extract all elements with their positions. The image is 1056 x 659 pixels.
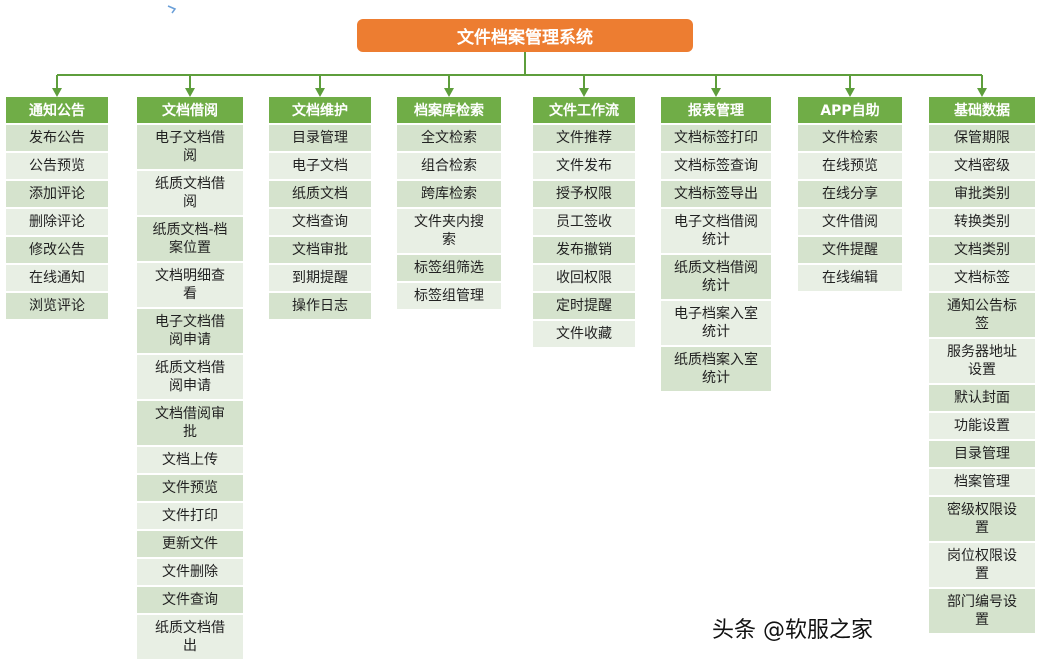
module-column: 文档维护 目录管理 电子文档 纸质文档 文档查询 文档审批 到期提醒 操作日志 [269,97,371,319]
module-column: 通知公告 发布公告 公告预览 添加评论 删除评论 修改公告 在线通知 浏览评论 [6,97,108,319]
feature-item[interactable]: 文件推荐 [533,125,635,151]
feature-item[interactable]: 文件打印 [137,503,243,529]
feature-item[interactable]: 浏览评论 [6,293,108,319]
feature-item[interactable]: 到期提醒 [269,265,371,291]
feature-item[interactable]: 目录管理 [269,125,371,151]
feature-item[interactable]: 纸质文档借阅统计 [661,255,771,299]
feature-item[interactable]: 文件发布 [533,153,635,179]
feature-item[interactable]: 通知公告标签 [929,293,1035,337]
feature-item[interactable]: 在线分享 [798,181,902,207]
feature-item[interactable]: 文档标签打印 [661,125,771,151]
arrow-down-icon [444,88,454,97]
arrow-down-icon [845,88,855,97]
module-header[interactable]: 档案库检索 [397,97,501,123]
feature-item[interactable]: 文件预览 [137,475,243,501]
feature-item[interactable]: 文档借阅审批 [137,401,243,445]
module-header[interactable]: 文件工作流 [533,97,635,123]
arrow-down-icon [711,88,721,97]
feature-item[interactable]: 文档明细查看 [137,263,243,307]
module-header[interactable]: 通知公告 [6,97,108,123]
feature-item[interactable]: 电子文档借阅申请 [137,309,243,353]
feature-item[interactable]: 标签组筛选 [397,255,501,281]
arrow-down-icon [579,88,589,97]
feature-item[interactable]: 文档审批 [269,237,371,263]
feature-item[interactable]: 文档上传 [137,447,243,473]
feature-item[interactable]: 文件收藏 [533,321,635,347]
feature-item[interactable]: 审批类别 [929,181,1035,207]
feature-item[interactable]: 纸质文档借出 [137,615,243,659]
feature-item[interactable]: 文档查询 [269,209,371,235]
feature-item[interactable]: 电子档案入室统计 [661,301,771,345]
stray-mark [167,5,177,14]
feature-item[interactable]: 纸质文档借阅 [137,171,243,215]
feature-item[interactable]: 定时提醒 [533,293,635,319]
feature-item[interactable]: 发布公告 [6,125,108,151]
feature-item[interactable]: 部门编号设置 [929,589,1035,633]
feature-item[interactable]: 服务器地址设置 [929,339,1035,383]
feature-item[interactable]: 文件查询 [137,587,243,613]
feature-item[interactable]: 电子文档借阅统计 [661,209,771,253]
module-column: 档案库检索 全文检索 组合检索 跨库检索 文件夹内搜索 标签组筛选 标签组管理 [397,97,501,309]
feature-item[interactable]: 电子文档 [269,153,371,179]
feature-item[interactable]: 文件检索 [798,125,902,151]
feature-item[interactable]: 岗位权限设置 [929,543,1035,587]
module-header[interactable]: APP自助 [798,97,902,123]
module-column: 报表管理 文档标签打印 文档标签查询 文档标签导出 电子文档借阅统计 纸质文档借阅统计 电子… [661,97,771,391]
feature-item[interactable]: 全文检索 [397,125,501,151]
feature-item[interactable]: 文件借阅 [798,209,902,235]
feature-item[interactable]: 文档类别 [929,237,1035,263]
feature-item[interactable]: 在线预览 [798,153,902,179]
feature-item[interactable]: 员工签收 [533,209,635,235]
feature-item[interactable]: 跨库检索 [397,181,501,207]
feature-item[interactable]: 目录管理 [929,441,1035,467]
feature-item[interactable]: 在线编辑 [798,265,902,291]
feature-item[interactable]: 操作日志 [269,293,371,319]
feature-item[interactable]: 添加评论 [6,181,108,207]
feature-item[interactable]: 纸质档案入室统计 [661,347,771,391]
arrow-down-icon [977,88,987,97]
feature-item[interactable]: 纸质文档-档案位置 [137,217,243,261]
arrow-down-icon [315,88,325,97]
module-column: 文件工作流 文件推荐 文件发布 授予权限 员工签收 发布撤销 收回权限 定时提醒 文件收藏 [533,97,635,347]
feature-item[interactable]: 在线通知 [6,265,108,291]
module-header[interactable]: 基础数据 [929,97,1035,123]
feature-item[interactable]: 密级权限设置 [929,497,1035,541]
feature-item[interactable]: 授予权限 [533,181,635,207]
feature-item[interactable]: 文件提醒 [798,237,902,263]
feature-item[interactable]: 标签组管理 [397,283,501,309]
feature-item[interactable]: 收回权限 [533,265,635,291]
feature-item[interactable]: 档案管理 [929,469,1035,495]
feature-item[interactable]: 组合检索 [397,153,501,179]
module-header[interactable]: 报表管理 [661,97,771,123]
feature-item[interactable]: 公告预览 [6,153,108,179]
feature-item[interactable]: 功能设置 [929,413,1035,439]
module-column: APP自助 文件检索 在线预览 在线分享 文件借阅 文件提醒 在线编辑 [798,97,902,291]
root-title: 文件档案管理系统 [457,28,593,48]
feature-item[interactable]: 保管期限 [929,125,1035,151]
feature-item[interactable]: 文档标签导出 [661,181,771,207]
module-column: 文档借阅 电子文档借阅 纸质文档借阅 纸质文档-档案位置 文档明细查看 电子文档借阅申请纸… [137,97,243,659]
module-header[interactable]: 文档维护 [269,97,371,123]
feature-item[interactable]: 文档标签查询 [661,153,771,179]
feature-item[interactable]: 转换类别 [929,209,1035,235]
watermark: 头条 @软服之家 [712,618,873,643]
root-node[interactable]: 文件档案管理系统 [357,19,693,52]
feature-item[interactable]: 删除评论 [6,209,108,235]
module-header[interactable]: 文档借阅 [137,97,243,123]
feature-item[interactable]: 电子文档借阅 [137,125,243,169]
feature-item[interactable]: 更新文件 [137,531,243,557]
arrow-down-icon [52,88,62,97]
feature-item[interactable]: 默认封面 [929,385,1035,411]
arrow-down-icon [185,88,195,97]
feature-item[interactable]: 文件夹内搜索 [397,209,501,253]
feature-item[interactable]: 修改公告 [6,237,108,263]
feature-item[interactable]: 发布撤销 [533,237,635,263]
feature-item[interactable]: 纸质文档 [269,181,371,207]
feature-item[interactable]: 文档标签 [929,265,1035,291]
feature-item[interactable]: 文件删除 [137,559,243,585]
feature-item[interactable]: 文档密级 [929,153,1035,179]
feature-item[interactable]: 纸质文档借阅申请 [137,355,243,399]
module-column: 基础数据 保管期限 文档密级 审批类别 转换类别 文档类别 文档标签 通知公告标签 服务器地址设… [929,97,1035,633]
